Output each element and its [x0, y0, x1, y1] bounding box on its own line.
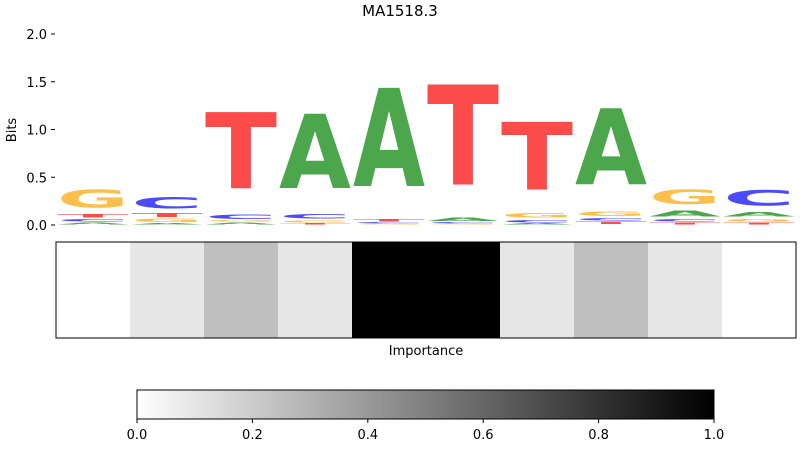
logo-letter-g: G [279, 220, 351, 223]
importance-cell [130, 242, 205, 338]
logo-letter-a: A [57, 222, 129, 225]
importance-cell [722, 242, 797, 338]
logo-letter-t: T [723, 222, 795, 225]
logo-letter-t: T [575, 221, 647, 225]
logo-letter-a: A [575, 89, 647, 210]
logo-letter-c: C [649, 218, 721, 222]
colorbar-gradient [136, 389, 715, 420]
logo-letter-g: G [723, 218, 795, 222]
logo-letter-c: C [205, 214, 277, 221]
importance-cell [56, 242, 131, 338]
importance-cell [278, 242, 353, 338]
logo-letter-a: A [501, 223, 573, 225]
y-axis-label: Bits [5, 118, 20, 143]
importance-cell [648, 242, 723, 338]
logo-letter-t: T [205, 92, 277, 213]
logo-letter-g: G [427, 224, 499, 225]
logo-letter-g: G [353, 224, 425, 225]
chart-title: MA1518.3 [362, 2, 438, 20]
logo-letter-t: T [131, 213, 203, 219]
logo-letter-t: T [501, 104, 573, 212]
logo-letter-t: T [57, 214, 129, 219]
importance-heatmap [55, 241, 797, 339]
logo-letter-g: G [205, 220, 277, 222]
logo-letter-a: A [205, 222, 277, 225]
logo-letter-t: T [649, 222, 721, 225]
logo-letter-c: C [427, 222, 499, 224]
logo-letter-a: A [427, 217, 499, 222]
logo-panel: 0.00.51.01.52.0 ACTGAGTCAGCTTGCAGCTAGCAT… [26, 28, 795, 234]
colorbar-tick-label: 0.2 [242, 428, 263, 443]
importance-cell [204, 242, 279, 338]
importance-frame [55, 241, 797, 339]
logo-letter-g: G [501, 212, 573, 220]
importance-cell [426, 242, 501, 338]
logo-letter-a: A [279, 94, 351, 213]
importance-cell [352, 242, 427, 338]
colorbar-tick-label: 0.6 [473, 428, 494, 443]
y-tick-label: 0.0 [26, 219, 47, 234]
y-tick-label: 1.0 [26, 124, 47, 139]
logo-letter-c: C [279, 213, 351, 221]
colorbar: 0.0 0.2 0.4 0.6 0.8 1.0 [127, 389, 725, 443]
logo-letter-t: T [353, 218, 425, 222]
logo-letter-t: T [279, 223, 351, 225]
y-tick-label: 2.0 [26, 28, 47, 43]
logo-letter-t: T [427, 57, 499, 217]
colorbar-tick-label: 0.0 [127, 428, 148, 443]
importance-label: Importance [389, 344, 464, 359]
colorbar-tick-label: 0.4 [357, 428, 378, 443]
logo-letter-a: A [131, 223, 203, 225]
colorbar-tick-label: 0.8 [588, 428, 609, 443]
logo-letter-g: G [57, 185, 129, 214]
logo-letter-g: G [131, 218, 203, 223]
logo-letter-c: C [57, 218, 129, 222]
colorbar-tick-label: 1.0 [704, 428, 725, 443]
logo-letter-c: C [131, 194, 203, 213]
logo-letter-c: C [723, 186, 795, 211]
y-tick-label: 0.5 [26, 171, 47, 186]
importance-cell [574, 242, 649, 338]
logo-letter-c: C [353, 222, 425, 224]
logo-letter-g: G [575, 210, 647, 218]
logo-letter-c: C [501, 219, 573, 223]
importance-cell [500, 242, 575, 338]
logo-letter-a: A [649, 209, 721, 219]
y-tick-label: 1.5 [26, 76, 47, 91]
logo-letter-c: C [575, 217, 647, 221]
logo-letter-g: G [649, 186, 721, 209]
logo-letter-a: A [723, 211, 795, 219]
y-axis: 0.0 0.5 1.0 1.5 2.0 [26, 28, 55, 234]
logo-letter-a: A [353, 63, 425, 219]
